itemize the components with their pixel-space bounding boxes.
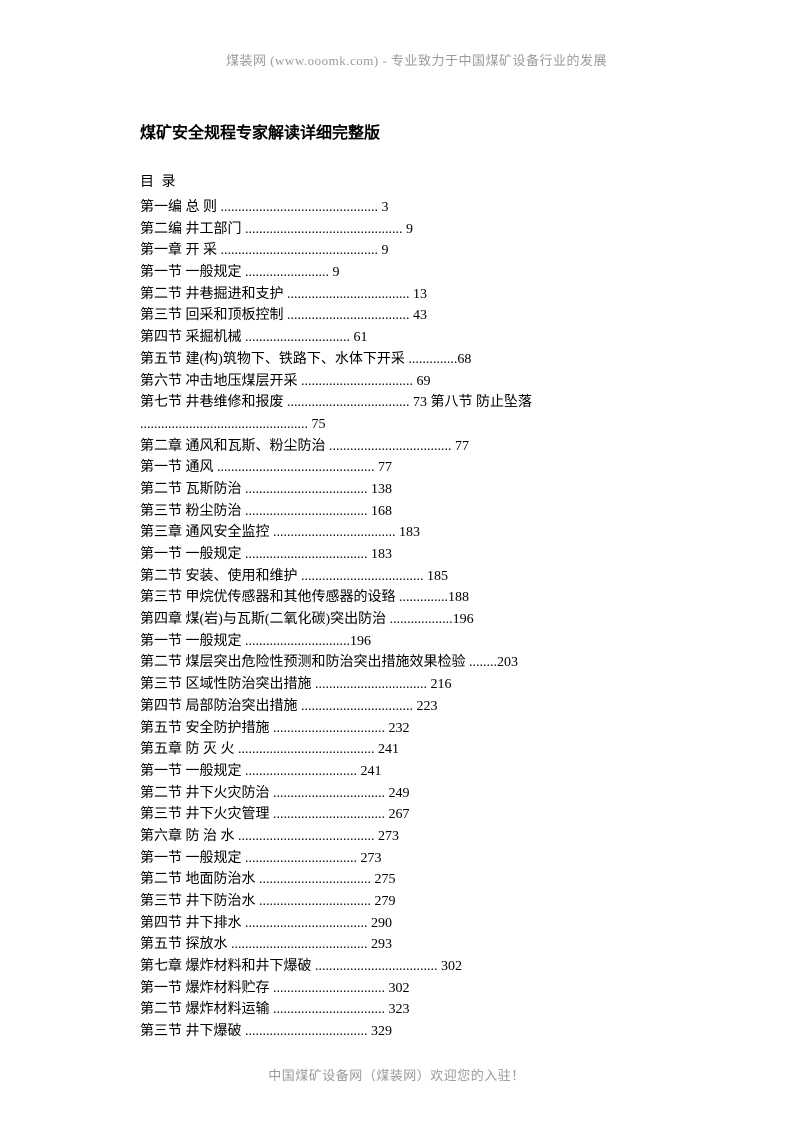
toc-entry: ........................................… [140,414,693,436]
toc-entry: 第六节 冲击地压煤层开采 ...........................… [140,371,693,393]
toc-entry: 第二编 井工部门 ...............................… [140,219,693,241]
toc-entry: 第三节 区域性防治突出措施 ..........................… [140,674,693,696]
toc-entry: 第三节 井下火灾管理 .............................… [140,804,693,826]
toc-heading: 目 录 [140,171,693,191]
toc-entry: 第一节 一般规定 ...............................… [140,848,693,870]
toc-entry: 第三节 井下防治水 ..............................… [140,891,693,913]
toc-entry: 第二节 井巷掘进和支护 ............................… [140,284,693,306]
toc-entry: 第五节 建(构)筑物下、铁路下、水体下开采 ..............68 [140,349,693,371]
toc-entry: 第二节 安装、使用和维护 ...........................… [140,566,693,588]
toc-entry: 第三节 甲烷优传感器和其他传感器的设臵 ..............188 [140,587,693,609]
toc-entry: 第一节 爆炸材料贮存 .............................… [140,978,693,1000]
toc-entry: 第二节 地面防治水 ..............................… [140,869,693,891]
toc-entry: 第二节 煤层突出危险性预测和防治突出措施效果检验 ........203 [140,652,693,674]
toc-entry: 第五章 防 灭 火 ..............................… [140,739,693,761]
toc-entry: 第四节 采掘机械 .............................. … [140,327,693,349]
toc-entry: 第一节 一般规定 ........................ 9 [140,262,693,284]
toc-entry: 第一节 一般规定 ...............................… [140,761,693,783]
page-header: 煤装网 (www.ooomk.com) - 专业致力于中国煤矿设备行业的发展 [140,50,693,69]
document-page: 煤装网 (www.ooomk.com) - 专业致力于中国煤矿设备行业的发展 煤… [0,0,793,1083]
toc-entry: 第三节 井下爆破 ...............................… [140,1021,693,1043]
toc-entry: 第七章 爆炸材料和井下爆破 ..........................… [140,956,693,978]
toc-entry: 第七节 井巷维修和报废 ............................… [140,392,693,414]
toc-entry: 第四节 井下排水 ...............................… [140,913,693,935]
toc-entry: 第三节 粉尘防治 ...............................… [140,501,693,523]
toc-entry: 第四节 局部防治突出措施 ...........................… [140,696,693,718]
toc-entry: 第一编 总 则 ................................… [140,197,693,219]
document-title: 煤矿安全规程专家解读详细完整版 [140,119,693,143]
toc-entry: 第三章 通风安全监控 .............................… [140,522,693,544]
page-footer: 中国煤矿设备网（煤装网）欢迎您的入驻！ [0,1065,793,1084]
toc-entry: 第二节 井下火灾防治 .............................… [140,783,693,805]
toc-entry: 第三节 回采和顶板控制 ............................… [140,305,693,327]
toc-entry: 第二节 爆炸材料运输 .............................… [140,999,693,1021]
toc-list: 第一编 总 则 ................................… [140,197,693,1043]
toc-entry: 第五节 安全防护措施 .............................… [140,718,693,740]
toc-entry: 第六章 防 治 水 ..............................… [140,826,693,848]
toc-entry: 第一节 一般规定 ...............................… [140,544,693,566]
toc-entry: 第二章 通风和瓦斯、粉尘防治 .........................… [140,436,693,458]
toc-entry: 第二节 瓦斯防治 ...............................… [140,479,693,501]
toc-entry: 第一章 开 采 ................................… [140,240,693,262]
toc-entry: 第一节 通风 .................................… [140,457,693,479]
toc-entry: 第五节 探放水 ................................… [140,934,693,956]
toc-entry: 第一节 一般规定 ..............................1… [140,631,693,653]
toc-entry: 第四章 煤(岩)与瓦斯(二氧化碳)突出防治 ..................… [140,609,693,631]
